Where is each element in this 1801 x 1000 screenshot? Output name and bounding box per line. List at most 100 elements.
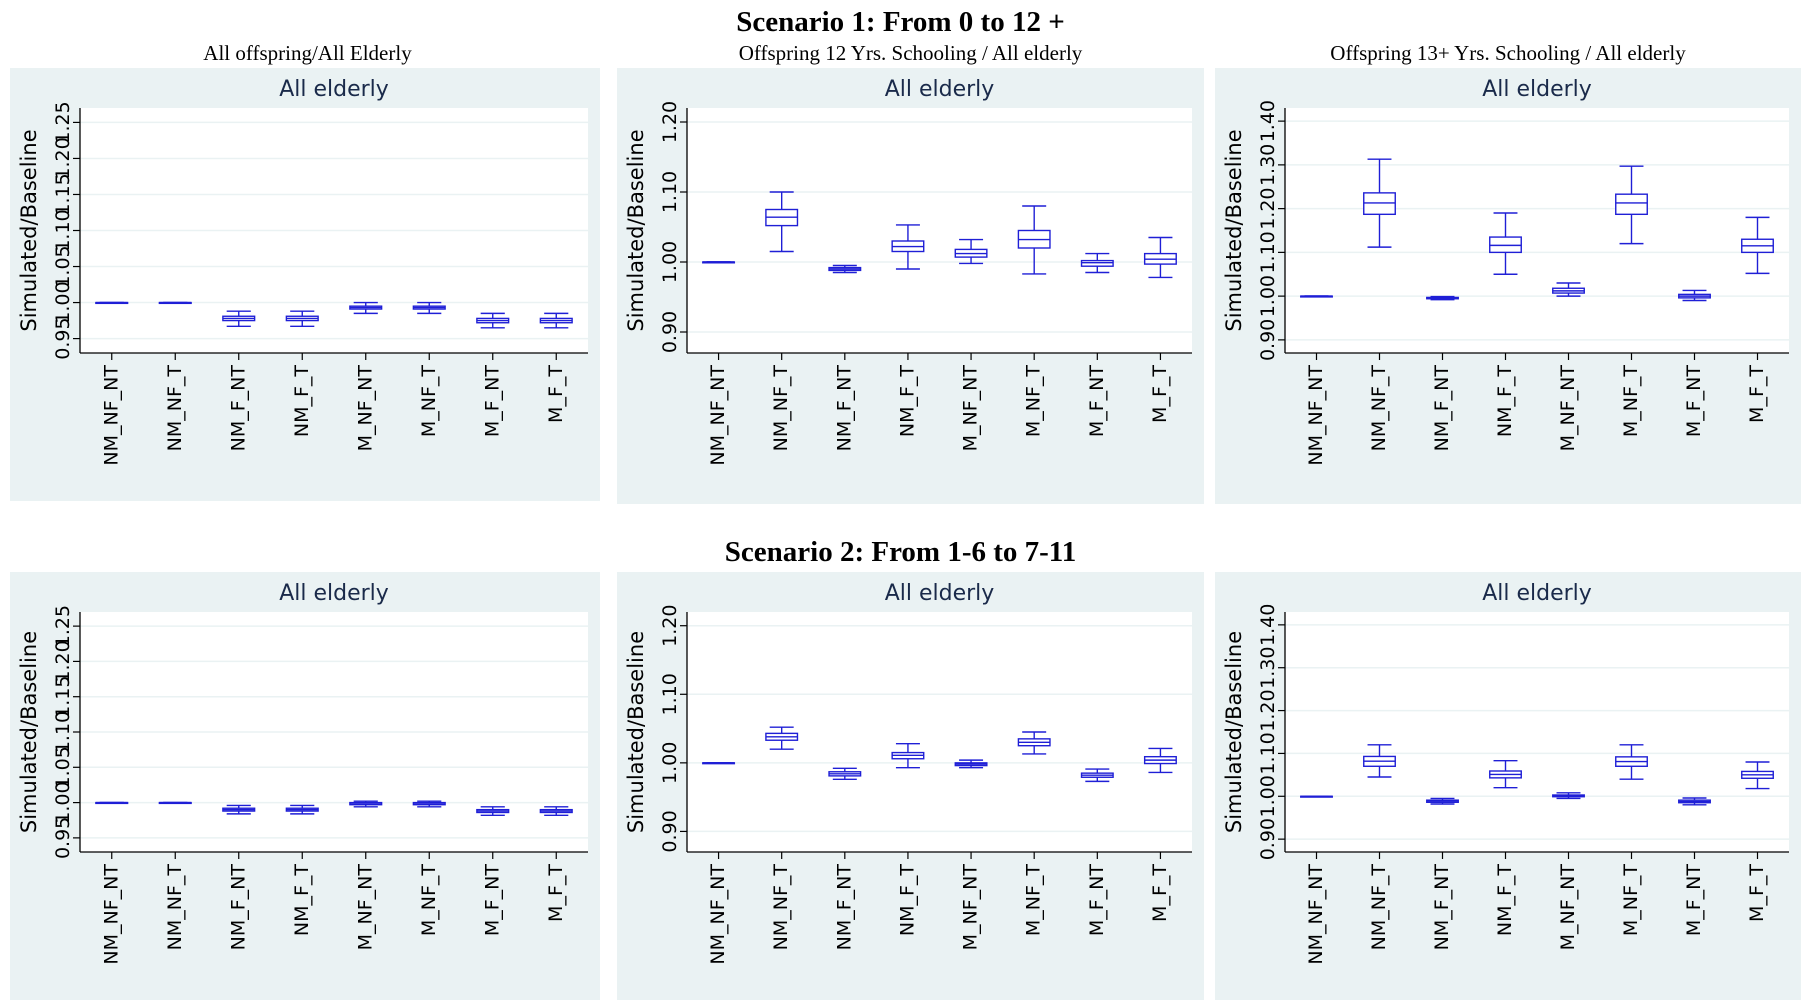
panel-subtitle-3: Offspring 13+ Yrs. Schooling / All elder… xyxy=(1330,41,1686,65)
box-M_F_T xyxy=(1741,216,1774,275)
plot-area xyxy=(1285,108,1789,353)
y-tick-label: 1.20 xyxy=(659,101,681,143)
x-tick-label: NM_F_T xyxy=(1494,864,1516,937)
x-tick-label: M_NF_T xyxy=(1620,365,1642,438)
x-tick-label: M_F_T xyxy=(1746,365,1768,423)
x-tick-label: NM_NF_T xyxy=(1368,864,1390,951)
chart-panel-s1-offspring-12: All elderly 0.90 1.00 1.10 1.20 Simulated/Bas… xyxy=(617,68,1204,504)
box-M_NF_T xyxy=(1615,744,1648,780)
x-tick-label: NM_F_NT xyxy=(1431,864,1453,951)
x-tick-label: NM_F_T xyxy=(896,365,918,438)
box-M_F_NT xyxy=(476,312,510,329)
box-M_F_T xyxy=(1143,236,1177,279)
y-tick-label: 1.40 xyxy=(1257,604,1279,646)
y-axis-label: Simulated/Baseline xyxy=(1222,129,1246,331)
y-tick-label: 1.30 xyxy=(1257,144,1279,186)
x-tick-label: M_F_T xyxy=(1746,864,1768,922)
chart-title: All elderly xyxy=(279,581,389,606)
box-NM_F_NT xyxy=(828,264,862,274)
y-tick-label: 1.05 xyxy=(52,245,74,287)
x-tick-label: NM_F_NT xyxy=(1431,365,1453,452)
box-NM_F_T xyxy=(1489,212,1522,275)
chart-title: All elderly xyxy=(1482,581,1592,606)
y-tick-label: 0.90 xyxy=(1257,319,1279,361)
y-tick-label: 1.10 xyxy=(1257,732,1279,774)
y-tick-label: 1.20 xyxy=(659,605,681,647)
chart-title: All elderly xyxy=(279,77,389,102)
box-NM_F_T xyxy=(285,804,319,815)
y-axis-label: Simulated/Baseline xyxy=(1222,631,1246,833)
y-tick-label: 0.95 xyxy=(52,317,74,359)
box-NM_NF_NT xyxy=(1300,795,1333,798)
plot-area xyxy=(1285,612,1789,852)
chart-panel-s2-offspring-12: All elderly 0.90 1.00 1.10 1.20 Simulated/Bas… xyxy=(617,572,1204,1000)
x-tick-label: NM_F_NT xyxy=(227,864,249,951)
box-M_F_T xyxy=(1143,747,1177,774)
y-tick-label: 1.15 xyxy=(52,676,74,718)
x-tick-label: NM_F_NT xyxy=(833,864,855,951)
x-tick-label: M_F_NT xyxy=(481,365,503,438)
y-axis-label: Simulated/Baseline xyxy=(17,631,41,833)
y-tick-label: 1.10 xyxy=(52,209,74,251)
plot-area xyxy=(687,108,1192,353)
x-tick-label: M_F_T xyxy=(1149,864,1171,922)
box-NM_F_T xyxy=(891,224,925,270)
box-M_F_NT xyxy=(1080,768,1114,783)
x-tick-label: M_NF_NT xyxy=(960,864,982,951)
scenario-1-title: Scenario 1: From 0 to 12 + xyxy=(736,6,1065,38)
box-NM_F_NT xyxy=(222,310,256,328)
y-tick-label: 1.20 xyxy=(1257,689,1279,731)
box-NM_NF_NT xyxy=(95,801,129,805)
x-tick-label: NM_NF_T xyxy=(1368,365,1390,452)
box-M_NF_NT xyxy=(954,759,988,769)
x-tick-label: M_F_T xyxy=(545,864,567,922)
box-NM_NF_NT xyxy=(702,261,736,264)
y-tick-label: 1.00 xyxy=(52,281,74,323)
chart-panel-s1-all-offspring: All elderly 0.951.001.051.101.151.201.25 S… xyxy=(10,68,600,501)
x-tick-label: NM_NF_T xyxy=(770,365,792,452)
y-tick-label: 1.10 xyxy=(659,171,681,213)
x-tick-label: M_NF_NT xyxy=(354,365,376,452)
box-M_NF_NT xyxy=(349,301,383,315)
x-tick-label: M_NF_NT xyxy=(1557,365,1579,452)
x-tick-label: M_F_T xyxy=(1149,365,1171,423)
chart-panel-s1-offspring-13plus: All elderly 0.901.001.101.201.301.40 Simul… xyxy=(1215,68,1801,504)
x-tick-label: M_NF_T xyxy=(1023,864,1045,937)
box-M_F_NT xyxy=(1678,797,1711,806)
y-tick-label: 1.25 xyxy=(52,605,74,647)
y-tick-label: 1.00 xyxy=(52,781,74,823)
y-tick-label: 1.00 xyxy=(659,241,681,283)
y-tick-label: 1.20 xyxy=(52,137,74,179)
box-M_NF_NT xyxy=(954,238,988,265)
box-M_F_NT xyxy=(1678,289,1711,302)
box-NM_NF_T xyxy=(158,801,192,805)
x-tick-label: NM_F_T xyxy=(291,365,313,438)
x-tick-label: M_F_NT xyxy=(1683,864,1705,937)
box-NM_F_NT xyxy=(1426,797,1459,805)
box-M_NF_T xyxy=(1615,165,1648,245)
box-M_F_T xyxy=(539,806,573,816)
x-tick-label: M_F_T xyxy=(545,365,567,423)
x-tick-label: M_NF_T xyxy=(418,864,440,937)
box-M_NF_T xyxy=(1017,731,1051,755)
box-M_F_NT xyxy=(1080,252,1114,274)
box-M_NF_NT xyxy=(1552,792,1585,800)
y-tick-label: 1.40 xyxy=(1257,100,1279,142)
box-NM_F_T xyxy=(891,742,925,769)
box-NM_F_T xyxy=(1489,760,1522,789)
box-NM_F_NT xyxy=(828,767,862,781)
y-tick-label: 0.90 xyxy=(1257,818,1279,860)
x-tick-label: M_NF_T xyxy=(1620,864,1642,937)
box-M_NF_T xyxy=(1017,205,1051,275)
box-M_F_NT xyxy=(476,806,510,816)
x-tick-label: NM_NF_NT xyxy=(1305,864,1327,965)
x-tick-label: M_F_NT xyxy=(1086,864,1108,937)
plot-area xyxy=(687,612,1192,852)
x-tick-label: NM_NF_T xyxy=(164,365,186,452)
x-tick-label: NM_F_T xyxy=(1494,365,1516,438)
y-tick-label: 1.25 xyxy=(52,101,74,143)
box-iqr xyxy=(1615,193,1648,216)
x-tick-label: NM_NF_NT xyxy=(1305,365,1327,466)
x-tick-label: NM_F_T xyxy=(896,864,918,937)
panel-subtitle-1: All offspring/All Elderly xyxy=(203,41,412,65)
